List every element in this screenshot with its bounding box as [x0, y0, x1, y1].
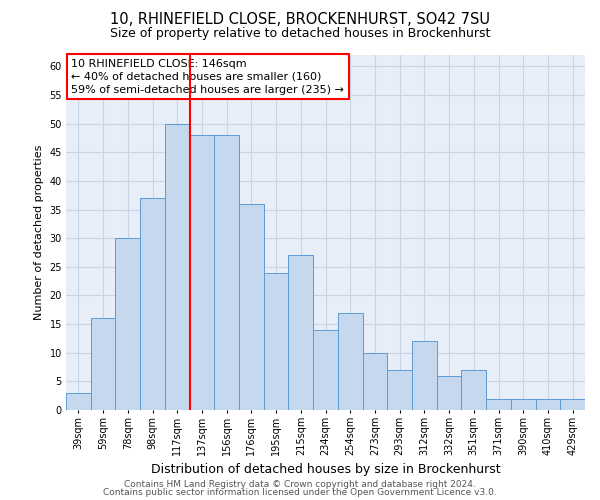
Bar — [115, 238, 140, 410]
Bar — [486, 398, 511, 410]
Bar — [66, 393, 91, 410]
Bar — [362, 352, 387, 410]
Bar — [387, 370, 412, 410]
Bar — [140, 198, 165, 410]
Y-axis label: Number of detached properties: Number of detached properties — [34, 145, 44, 320]
Text: Contains public sector information licensed under the Open Government Licence v3: Contains public sector information licen… — [103, 488, 497, 497]
Bar — [91, 318, 115, 410]
Bar — [437, 376, 461, 410]
Bar — [461, 370, 486, 410]
Bar — [536, 398, 560, 410]
Text: Contains HM Land Registry data © Crown copyright and database right 2024.: Contains HM Land Registry data © Crown c… — [124, 480, 476, 489]
Bar — [560, 398, 585, 410]
Text: Size of property relative to detached houses in Brockenhurst: Size of property relative to detached ho… — [110, 28, 490, 40]
Bar — [412, 342, 437, 410]
Bar — [338, 312, 362, 410]
Bar — [190, 135, 214, 410]
Bar — [214, 135, 239, 410]
Text: 10 RHINEFIELD CLOSE: 146sqm
← 40% of detached houses are smaller (160)
59% of se: 10 RHINEFIELD CLOSE: 146sqm ← 40% of det… — [71, 58, 344, 95]
Bar — [511, 398, 536, 410]
Bar — [264, 272, 289, 410]
Bar — [313, 330, 338, 410]
Text: 10, RHINEFIELD CLOSE, BROCKENHURST, SO42 7SU: 10, RHINEFIELD CLOSE, BROCKENHURST, SO42… — [110, 12, 490, 28]
X-axis label: Distribution of detached houses by size in Brockenhurst: Distribution of detached houses by size … — [151, 464, 500, 476]
Bar — [289, 256, 313, 410]
Bar — [239, 204, 264, 410]
Bar — [165, 124, 190, 410]
